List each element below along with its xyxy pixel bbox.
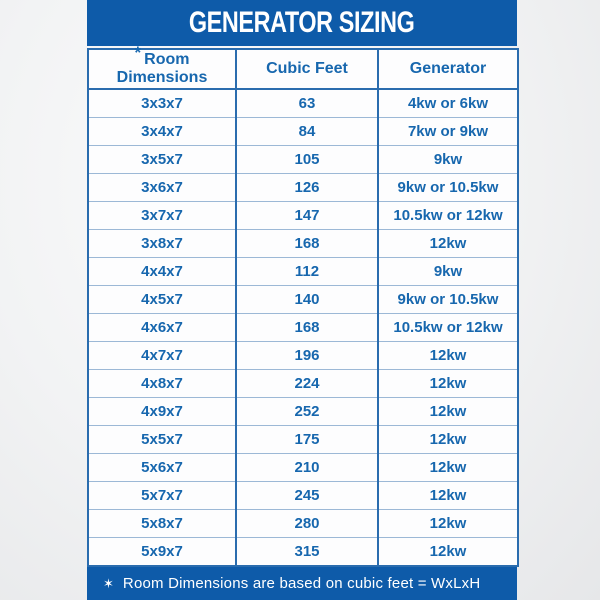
cell-room-dimensions: 5x7x7 [88, 481, 236, 510]
cell-generator: 12kw [377, 453, 518, 482]
cell-cubic-feet: 210 [235, 453, 378, 482]
cell-room-dimensions: 4x8x7 [88, 369, 236, 398]
cell-room-dimensions: 4x7x7 [88, 341, 236, 370]
cell-room-dimensions: 5x8x7 [88, 509, 236, 538]
table-row: 3x6x7 126 9kw or 10.5kw [88, 173, 518, 202]
cell-cubic-feet: 84 [235, 117, 378, 146]
cell-cubic-feet: 147 [235, 201, 378, 230]
title-banner: GENERATOR SIZING [87, 0, 517, 46]
cell-cubic-feet: 252 [235, 397, 378, 426]
cell-generator: 10.5kw or 12kw [377, 201, 518, 230]
cell-room-dimensions: 5x5x7 [88, 425, 236, 454]
star-icon: ✶ [103, 575, 114, 591]
page-title: GENERATOR SIZING [189, 6, 415, 39]
cell-room-dimensions: 4x4x7 [88, 257, 236, 286]
cell-generator: 9kw [377, 145, 518, 174]
cell-room-dimensions: 4x9x7 [88, 397, 236, 426]
table-row: 4x4x7 112 9kw [88, 257, 518, 286]
cell-cubic-feet: 112 [235, 257, 378, 286]
cell-cubic-feet: 224 [235, 369, 378, 398]
table-row: 5x6x7 210 12kw [88, 453, 518, 482]
cell-room-dimensions: 4x5x7 [88, 285, 236, 314]
cell-room-dimensions: 3x7x7 [88, 201, 236, 230]
cell-room-dimensions: 3x3x7 [88, 89, 236, 118]
table-row: 4x7x7 196 12kw [88, 341, 518, 370]
cell-room-dimensions: 3x4x7 [88, 117, 236, 146]
table-row: 5x5x7 175 12kw [88, 425, 518, 454]
cell-cubic-feet: 105 [235, 145, 378, 174]
footnote-band: ✶ Room Dimensions are based on cubic fee… [87, 567, 517, 600]
table-body: 3x3x7 63 4kw or 6kw 3x4x7 84 7kw or 9kw 3x5x7 1… [88, 89, 518, 566]
table-row: 5x8x7 280 12kw [88, 509, 518, 538]
table-row: 5x9x7 315 12kw [88, 537, 518, 566]
column-header-generator: Generator [377, 49, 518, 90]
footnote-text: Room Dimensions are based on cubic feet … [122, 575, 481, 592]
cell-room-dimensions: 5x6x7 [88, 453, 236, 482]
cell-cubic-feet: 175 [235, 425, 378, 454]
cell-generator: 12kw [377, 509, 518, 538]
cell-cubic-feet: 196 [235, 341, 378, 370]
cell-cubic-feet: 245 [235, 481, 378, 510]
table-row: 4x5x7 140 9kw or 10.5kw [88, 285, 518, 314]
table-row: 4x6x7 168 10.5kw or 12kw [88, 313, 518, 342]
table-row: 3x5x7 105 9kw [88, 145, 518, 174]
table-row: 3x3x7 63 4kw or 6kw [88, 89, 518, 118]
generator-sizing-table: * Room Dimensions Cubic Feet Generator 3x… [87, 44, 519, 567]
table-row: 5x7x7 245 12kw [88, 481, 518, 510]
cell-room-dimensions: 3x5x7 [88, 145, 236, 174]
cell-generator: 4kw or 6kw [377, 89, 518, 118]
cell-generator: 9kw or 10.5kw [377, 285, 518, 314]
cell-generator: 7kw or 9kw [377, 117, 518, 146]
cell-generator: 10.5kw or 12kw [377, 313, 518, 342]
cell-cubic-feet: 168 [235, 313, 378, 342]
cell-generator: 12kw [377, 341, 518, 370]
generator-sizing-poster: GENERATOR SIZING * Room Dimensions Cubic … [87, 0, 519, 600]
column-header-room-dimensions: * Room Dimensions [88, 44, 236, 90]
asterisk-marker: * [134, 42, 142, 62]
table-row: 3x7x7 147 10.5kw or 12kw [88, 201, 518, 230]
cell-generator: 12kw [377, 481, 518, 510]
cell-generator: 12kw [377, 537, 518, 566]
cell-cubic-feet: 140 [235, 285, 378, 314]
cell-generator: 12kw [377, 397, 518, 426]
table-header-row: * Room Dimensions Cubic Feet Generator [88, 44, 518, 90]
column-header-label: Room Dimensions [116, 51, 208, 86]
cell-room-dimensions: 3x6x7 [88, 173, 236, 202]
cell-generator: 12kw [377, 229, 518, 258]
table-row: 3x4x7 84 7kw or 9kw [88, 117, 518, 146]
cell-cubic-feet: 63 [235, 89, 378, 118]
cell-cubic-feet: 126 [235, 173, 378, 202]
cell-generator: 9kw [377, 257, 518, 286]
table-row: 3x8x7 168 12kw [88, 229, 518, 258]
column-header-cubic-feet: Cubic Feet [235, 49, 378, 90]
cell-generator: 12kw [377, 369, 518, 398]
cell-cubic-feet: 315 [235, 537, 378, 566]
cell-cubic-feet: 168 [235, 229, 378, 258]
cell-room-dimensions: 4x6x7 [88, 313, 236, 342]
cell-room-dimensions: 3x8x7 [88, 229, 236, 258]
cell-generator: 12kw [377, 425, 518, 454]
table-row: 4x8x7 224 12kw [88, 369, 518, 398]
cell-room-dimensions: 5x9x7 [141, 543, 183, 560]
cell-cubic-feet: 280 [235, 509, 378, 538]
cell-generator: 9kw or 10.5kw [377, 173, 518, 202]
table-row: 4x9x7 252 12kw [88, 397, 518, 426]
table-header: * Room Dimensions Cubic Feet Generator [88, 44, 518, 90]
